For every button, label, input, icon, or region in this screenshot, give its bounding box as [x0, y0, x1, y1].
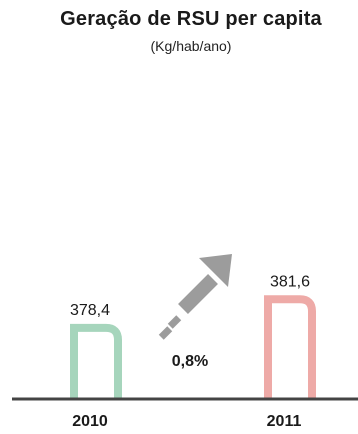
growth-arrow — [158, 254, 232, 340]
chart-title: Geração de RSU per capita — [60, 8, 322, 30]
chart-subtitle: (Kg/hab/ano) — [150, 38, 232, 54]
labels-layer: 378,4 2010 381,6 2011 — [70, 273, 310, 430]
growth-arrow-head — [199, 254, 232, 287]
growth-label: 0,8% — [172, 353, 208, 370]
bar-2011 — [264, 295, 316, 399]
bars-layer — [70, 295, 316, 399]
bar-2010 — [70, 323, 122, 399]
category-label-2010: 2010 — [72, 413, 108, 430]
growth-arrow-shaft — [178, 274, 218, 314]
value-label-2010: 378,4 — [70, 302, 110, 319]
value-label-2011: 381,6 — [270, 273, 310, 290]
growth-arrow-dash-1 — [158, 326, 173, 340]
category-label-2011: 2011 — [267, 413, 302, 430]
growth-arrow-dash-2 — [167, 315, 182, 329]
